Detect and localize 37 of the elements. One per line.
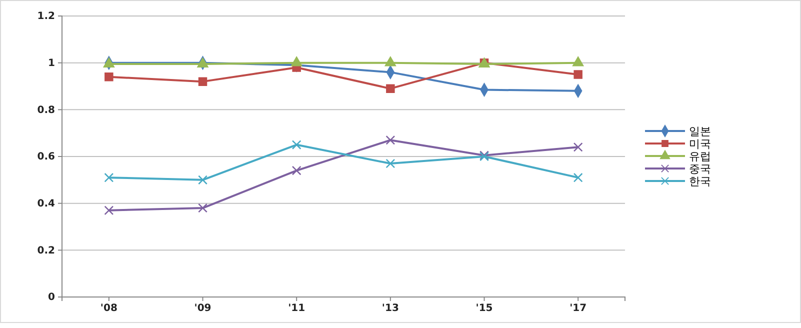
point: [386, 158, 396, 168]
y-tick-label: 0.8: [37, 104, 56, 116]
y-tick-label: 0.4: [37, 198, 56, 210]
point: [198, 203, 208, 213]
point: [384, 56, 396, 66]
point: [292, 166, 302, 176]
point: [574, 70, 582, 79]
x-tick-label: '09: [194, 303, 212, 314]
point: [292, 140, 302, 150]
point: [573, 172, 583, 182]
point: [386, 135, 396, 145]
point: [104, 206, 114, 216]
point: [103, 58, 115, 68]
point: [197, 58, 208, 68]
point: [104, 72, 114, 82]
point: [104, 172, 114, 182]
y-tick-label: 1.2: [37, 11, 56, 22]
legend-label: 유럽: [689, 150, 711, 163]
x-tick-label: '08: [100, 303, 118, 314]
legend-label: 중국: [689, 162, 711, 176]
x-tick-label: '15: [476, 303, 493, 314]
point: [198, 175, 208, 185]
point: [198, 77, 208, 86]
legend-label: 한국: [689, 174, 711, 188]
x-tick-label: '13: [382, 303, 399, 314]
x-tick-label: '17: [570, 303, 587, 314]
y-tick-label: 0: [48, 292, 56, 304]
y-tick-label: 1: [48, 58, 56, 70]
y-tick-label: 0.6: [37, 152, 56, 163]
point: [572, 56, 584, 66]
point: [573, 142, 583, 152]
legend-label: 일본: [689, 124, 711, 138]
x-tick-label: '11: [288, 303, 306, 314]
legend-label: 미국: [689, 137, 711, 150]
point: [290, 56, 302, 66]
point: [386, 84, 395, 93]
y-tick-label: 0.2: [37, 245, 56, 256]
